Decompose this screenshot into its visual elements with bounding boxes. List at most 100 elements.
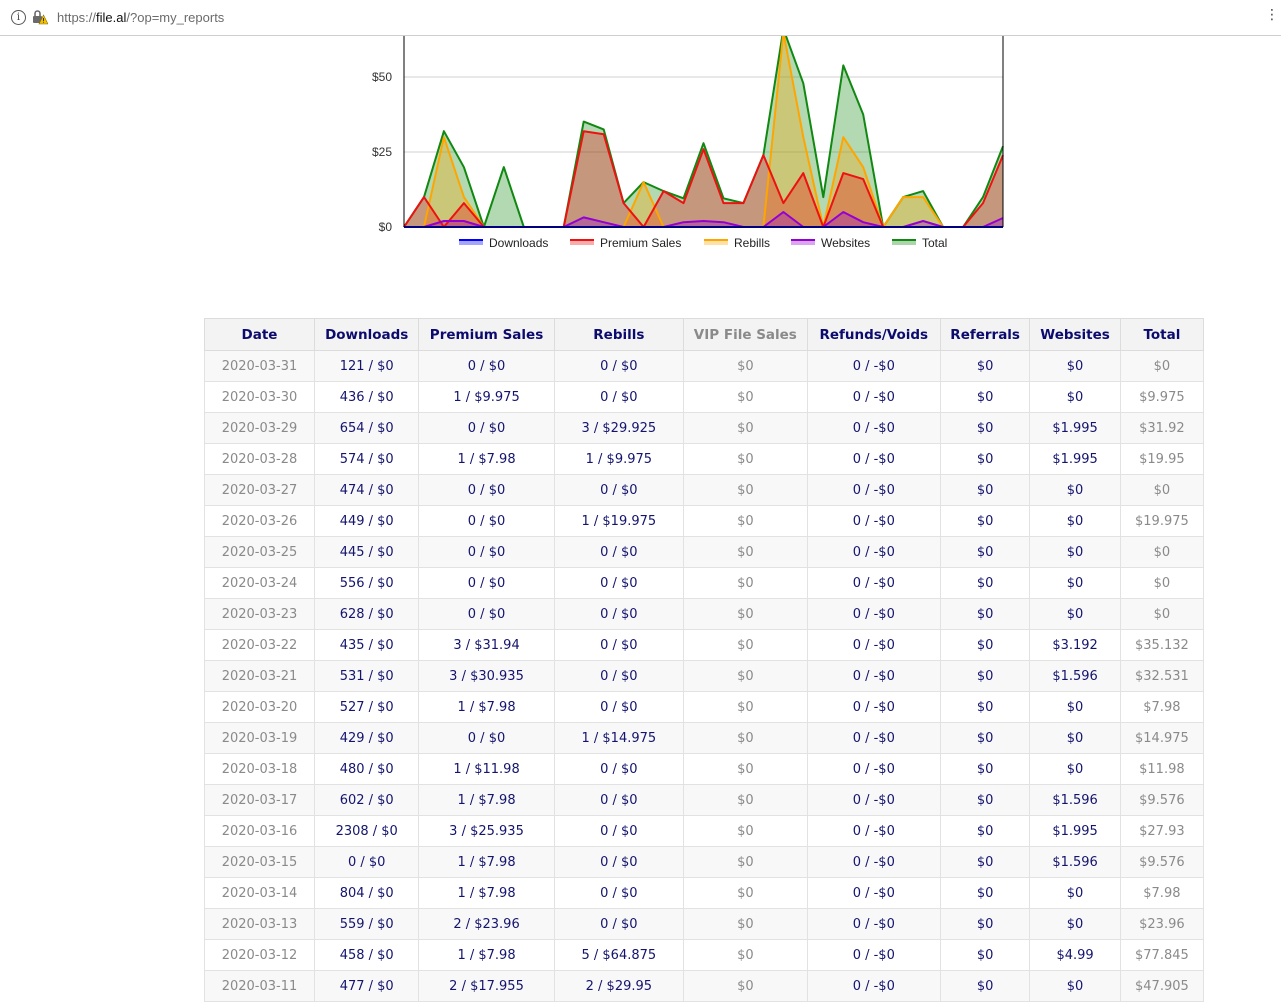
table-cell: 449 / $0 [313, 505, 420, 537]
table-cell: $0 [683, 412, 808, 444]
table-cell: $0 [1119, 350, 1205, 382]
table-row: 2020-03-18 480 / $0 1 / $11.98 0 / $0 $0 0 / … [204, 753, 1205, 785]
series-area-rebills [404, 36, 1003, 227]
table-cell: $14.975 [1119, 722, 1205, 754]
table-row: 2020-03-21 531 / $0 3 / $30.935 0 / $0 $0 0 /… [204, 660, 1205, 692]
insecure-lock-icon[interactable] [32, 9, 49, 25]
y-tick-label: $0 [379, 220, 393, 234]
table-cell: 0 / -$0 [806, 877, 941, 909]
table-cell: $1.596 [1029, 784, 1121, 816]
legend-swatch-downloads [459, 240, 483, 245]
table-cell: 2020-03-16 [204, 815, 315, 847]
table-cell: $3.192 [1029, 629, 1121, 661]
table-cell: 0 / -$0 [806, 939, 941, 971]
table-row: 2020-03-11 477 / $0 2 / $17.955 2 / $29.95 $… [204, 970, 1205, 1002]
table-cell: 2020-03-29 [204, 412, 315, 444]
column-header-refunds-voids: Refunds/Voids [806, 318, 941, 351]
table-cell: $0 [939, 691, 1031, 723]
table-cell: 0 / $0 [553, 350, 685, 382]
table-cell: 531 / $0 [313, 660, 420, 692]
table-cell: 0 / -$0 [806, 536, 941, 568]
table-cell: 3 / $31.94 [418, 629, 555, 661]
table-cell: 5 / $64.875 [553, 939, 685, 971]
table-cell: 1 / $7.98 [418, 939, 555, 971]
table-row: 2020-03-17 602 / $0 1 / $7.98 0 / $0 $0 0 / -… [204, 784, 1205, 816]
url-text[interactable]: https://file.al/?op=my_reports [57, 10, 224, 25]
table-cell: $0 [939, 381, 1031, 413]
table-row: 2020-03-24 556 / $0 0 / $0 0 / $0 $0 0 / -$0 $… [204, 567, 1205, 599]
table-cell: 477 / $0 [313, 970, 420, 1002]
table-cell: 2020-03-12 [204, 939, 315, 971]
table-cell: 0 / $0 [553, 598, 685, 630]
table-row: 2020-03-23 628 / $0 0 / $0 0 / $0 $0 0 / -$0 $… [204, 598, 1205, 630]
y-tick-label: $50 [372, 70, 392, 84]
menu-dots-icon[interactable]: ⋮ [1265, 7, 1279, 23]
table-cell: $0 [1029, 970, 1121, 1002]
table-cell: 0 / $0 [553, 846, 685, 878]
table-cell: 0 / -$0 [806, 691, 941, 723]
column-header-date: Date [204, 318, 315, 351]
table-cell: $1.596 [1029, 660, 1121, 692]
series-area-premium-sales [404, 131, 1003, 227]
table-cell: $7.98 [1119, 877, 1205, 909]
table-cell: 0 / $0 [418, 536, 555, 568]
table-cell: $0 [939, 660, 1031, 692]
table-cell: $0 [939, 753, 1031, 785]
table-cell: $31.92 [1119, 412, 1205, 444]
table-cell: 2020-03-23 [204, 598, 315, 630]
table-cell: 2020-03-31 [204, 350, 315, 382]
series-area-websites [404, 212, 1003, 227]
table-cell: 2 / $17.955 [418, 970, 555, 1002]
table-cell: 602 / $0 [313, 784, 420, 816]
browser-address-bar[interactable]: i https://file.al/?op=my_reports ⋮ [0, 0, 1281, 36]
table-cell: $0 [939, 443, 1031, 475]
legend-label-premium-sales: Premium Sales [600, 236, 681, 250]
table-cell: 574 / $0 [313, 443, 420, 475]
table-cell: $0 [1029, 474, 1121, 506]
table-cell: $11.98 [1119, 753, 1205, 785]
column-header-premium-sales: Premium Sales [418, 318, 555, 351]
table-cell: $0 [939, 474, 1031, 506]
table-cell: 480 / $0 [313, 753, 420, 785]
legend-swatch-websites [791, 240, 815, 245]
table-cell: 474 / $0 [313, 474, 420, 506]
table-cell: 2020-03-27 [204, 474, 315, 506]
table-cell: 2020-03-17 [204, 784, 315, 816]
table-cell: 3 / $25.935 [418, 815, 555, 847]
table-cell: $0 [939, 815, 1031, 847]
table-cell: $0 [939, 784, 1031, 816]
table-cell: 436 / $0 [313, 381, 420, 413]
table-cell: $27.93 [1119, 815, 1205, 847]
table-cell: 2020-03-11 [204, 970, 315, 1002]
table-cell: 0 / $0 [418, 722, 555, 754]
column-header-rebills: Rebills [553, 318, 685, 351]
reports-table: Date Downloads Premium Sales Rebills VIP Fil… [204, 318, 1205, 1002]
table-cell: $0 [683, 970, 808, 1002]
table-cell: 0 / $0 [418, 505, 555, 537]
table-cell: $19.95 [1119, 443, 1205, 475]
y-tick-label: $25 [372, 145, 392, 159]
table-row: 2020-03-27 474 / $0 0 / $0 0 / $0 $0 0 / -$0 $… [204, 474, 1205, 506]
table-cell: $9.576 [1119, 846, 1205, 878]
site-info-icon[interactable]: i [11, 10, 26, 25]
table-cell: 121 / $0 [313, 350, 420, 382]
table-row: 2020-03-14 804 / $0 1 / $7.98 0 / $0 $0 0 / -… [204, 877, 1205, 909]
table-cell: 0 / -$0 [806, 598, 941, 630]
table-cell: 0 / -$0 [806, 660, 941, 692]
table-cell: 654 / $0 [313, 412, 420, 444]
table-cell: $0 [939, 939, 1031, 971]
table-cell: $0 [683, 722, 808, 754]
table-cell: $0 [939, 536, 1031, 568]
table-cell: 0 / -$0 [806, 815, 941, 847]
table-cell: $1.596 [1029, 846, 1121, 878]
table-cell: 2020-03-18 [204, 753, 315, 785]
table-cell: 0 / $0 [418, 412, 555, 444]
table-cell: 0 / -$0 [806, 784, 941, 816]
table-cell: $0 [939, 877, 1031, 909]
table-cell: 0 / -$0 [806, 722, 941, 754]
table-cell: $0 [1029, 505, 1121, 537]
table-cell: 1 / $19.975 [553, 505, 685, 537]
table-cell: $1.995 [1029, 412, 1121, 444]
table-cell: $0 [1029, 753, 1121, 785]
table-cell: $0 [683, 815, 808, 847]
